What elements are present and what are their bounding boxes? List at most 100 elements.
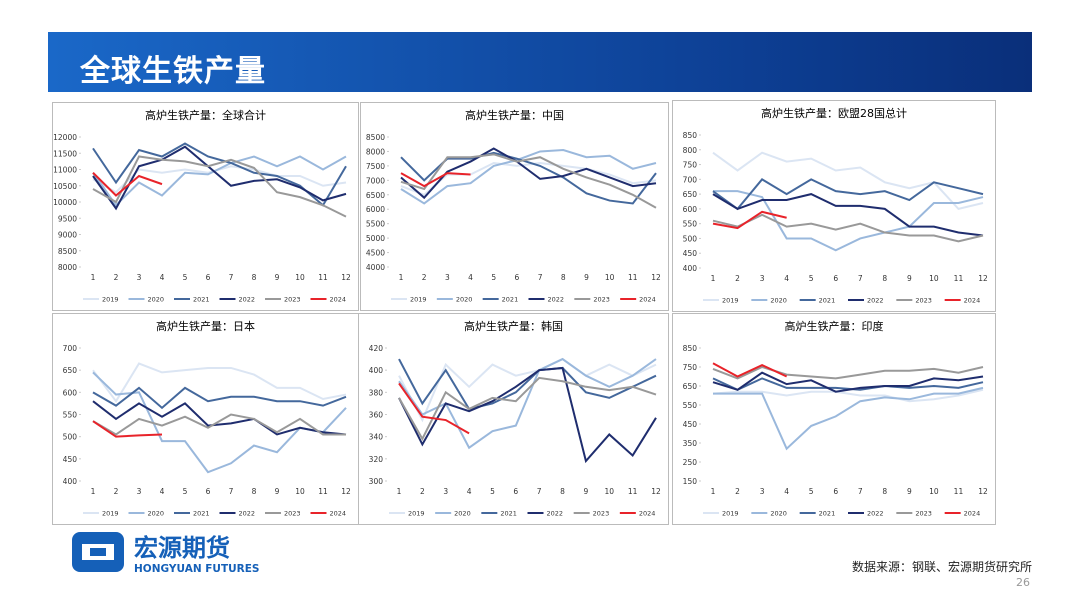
x-tick-label: 6 — [833, 274, 838, 283]
x-tick-label: 8 — [882, 487, 887, 496]
x-tick-label: 2 — [422, 273, 427, 282]
legend-label: 2020 — [454, 510, 471, 518]
legend-label: 2020 — [148, 296, 165, 304]
y-tick-label: 5500 — [366, 220, 385, 229]
y-tick-label: 8000 — [58, 263, 77, 272]
y-tick-label: 450 — [683, 420, 698, 429]
x-tick-label: 7 — [858, 487, 863, 496]
x-tick-label: 8 — [252, 273, 257, 282]
legend-label: 2024 — [964, 510, 981, 518]
x-tick-label: 4 — [784, 274, 789, 283]
x-tick-label: 6 — [515, 273, 520, 282]
logo-english: HONGYUAN FUTURES — [134, 563, 259, 575]
chart-panel: 高炉生铁产量：韩国 300 320 340 360 380 400 420 1 2 3 4 5 6 7 8 9 1… — [358, 313, 669, 525]
series-line — [92, 386, 347, 410]
series-line — [713, 190, 984, 252]
y-tick-label: 700 — [683, 175, 698, 184]
legend-label: 2022 — [867, 297, 884, 305]
series-line — [398, 358, 657, 411]
legend-label: 2023 — [284, 296, 301, 304]
x-tick-label: 11 — [318, 273, 328, 282]
legend-label: 2024 — [964, 297, 981, 305]
x-tick-label: 7 — [858, 274, 863, 283]
x-tick-label: 3 — [137, 487, 142, 496]
x-tick-label: 3 — [445, 273, 450, 282]
y-tick-label: 550 — [683, 401, 698, 410]
chart-panel: 高炉生铁产量：全球合计 8000 8500 9000 9500 10000 10500 110… — [52, 102, 359, 311]
x-tick-label: 7 — [229, 273, 234, 282]
y-tick-label: 9500 — [58, 214, 77, 223]
y-tick-label: 500 — [683, 234, 698, 243]
series-line — [400, 172, 471, 188]
series-line — [712, 371, 984, 393]
x-tick-label: 10 — [929, 274, 939, 283]
chart-panel: 高炉生铁产量：中国 4000 4500 5000 5500 6000 6500 7000 750… — [360, 102, 669, 311]
legend-label: 2024 — [639, 510, 656, 518]
y-tick-label: 550 — [63, 411, 78, 420]
banner — [48, 32, 1032, 92]
y-tick-label: 150 — [683, 477, 698, 486]
y-tick-label: 450 — [683, 249, 698, 258]
series-line — [712, 213, 984, 243]
y-tick-label: 600 — [63, 388, 78, 397]
y-tick-label: 550 — [683, 220, 698, 229]
x-tick-label: 5 — [490, 487, 495, 496]
legend-label: 2020 — [456, 296, 473, 304]
x-tick-label: 9 — [584, 487, 589, 496]
legend-label: 2020 — [770, 510, 787, 518]
x-tick-label: 4 — [160, 273, 165, 282]
y-tick-label: 8500 — [366, 133, 385, 142]
source: 数据来源：钢联、宏源期货研究所 — [851, 560, 1032, 574]
y-tick-label: 11500 — [53, 149, 77, 158]
legend-label: 2020 — [770, 297, 787, 305]
x-tick-label: 9 — [275, 487, 280, 496]
x-tick-label: 4 — [468, 273, 473, 282]
chart: 高炉生铁产量：全球合计80008500900095001000010500110… — [53, 108, 351, 304]
series-line — [92, 145, 347, 211]
x-tick-label: 9 — [275, 273, 280, 282]
x-tick-label: 10 — [295, 273, 305, 282]
x-tick-label: 12 — [978, 487, 988, 496]
legend-label: 2024 — [330, 510, 347, 518]
y-tick-label: 400 — [683, 264, 698, 273]
x-tick-label: 8 — [561, 273, 566, 282]
legend-label: 2021 — [502, 296, 519, 304]
legend-label: 2022 — [239, 510, 256, 518]
series-line — [92, 413, 346, 436]
series-line — [398, 382, 470, 435]
x-tick-label: 11 — [628, 487, 638, 496]
legend-label: 2019 — [102, 296, 119, 304]
x-tick-label: 5 — [183, 273, 188, 282]
y-tick-label: 250 — [683, 458, 698, 467]
series-line — [712, 362, 788, 378]
x-tick-label: 9 — [907, 274, 912, 283]
y-tick-label: 8000 — [366, 147, 385, 156]
y-tick-label: 6500 — [366, 191, 385, 200]
legend-label: 2019 — [722, 297, 739, 305]
chart-title: 高炉生铁产量：韩国 — [464, 319, 563, 333]
x-tick-label: 4 — [467, 487, 472, 496]
y-tick-label: 400 — [63, 477, 78, 486]
x-tick-label: 12 — [978, 274, 988, 283]
x-tick-label: 11 — [954, 274, 964, 283]
x-tick-label: 2 — [114, 273, 119, 282]
y-tick-label: 360 — [369, 411, 384, 420]
series-line — [92, 400, 347, 436]
logo: 宏源期货 HONGYUAN FUTURES — [72, 532, 259, 575]
x-tick-label: 6 — [206, 273, 211, 282]
legend-label: 2023 — [593, 510, 610, 518]
y-tick-label: 10000 — [53, 198, 77, 207]
x-tick-label: 1 — [399, 273, 404, 282]
y-tick-label: 340 — [369, 433, 384, 442]
legend-label: 2024 — [330, 296, 347, 304]
legend-label: 2023 — [915, 297, 932, 305]
legend-label: 2019 — [722, 510, 739, 518]
x-tick-label: 8 — [560, 487, 565, 496]
y-tick-label: 5000 — [366, 234, 385, 243]
chart-title: 高炉生铁产量：全球合计 — [145, 108, 266, 122]
x-tick-label: 1 — [711, 487, 716, 496]
x-tick-label: 9 — [907, 487, 912, 496]
y-tick-label: 9000 — [58, 231, 77, 240]
x-tick-label: 11 — [954, 487, 964, 496]
x-tick-label: 9 — [584, 273, 589, 282]
